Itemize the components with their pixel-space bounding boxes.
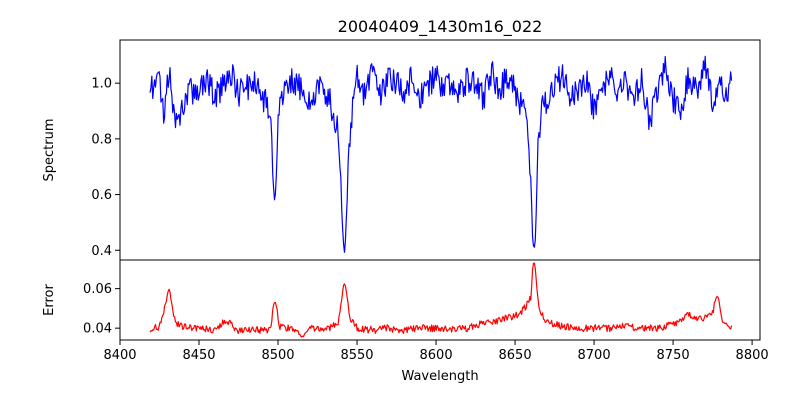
spectrum-y-tick-label: 0.8 (91, 132, 112, 147)
spectrum-y-tick-label: 1.0 (91, 77, 112, 92)
spectrum-y-tick-label: 0.4 (91, 244, 112, 259)
error-series-line (149, 262, 733, 338)
x-tick-label: 8500 (261, 348, 294, 363)
spectrum-y-ticks: 0.4 0.6 0.8 1.0 (91, 77, 120, 259)
spectrum-y-tick-label: 0.6 (91, 188, 112, 203)
spectrum-series-line (149, 55, 733, 253)
error-y-ticks: 0.04 0.06 (83, 282, 120, 337)
x-tick-label: 8800 (736, 348, 769, 363)
error-y-axis-label: Error (42, 284, 57, 316)
error-y-tick-label: 0.06 (83, 282, 112, 297)
x-axis-ticks: 8400 8450 8500 8550 8600 8650 8700 8750 8800 (103, 340, 769, 363)
x-tick-label: 8450 (182, 348, 215, 363)
chart-title: 20040409_1430m16_022 (338, 17, 543, 37)
spectrum-y-axis-label: Spectrum (42, 119, 57, 182)
error-plot-area (120, 260, 760, 340)
x-tick-label: 8750 (657, 348, 690, 363)
x-tick-label: 8650 (499, 348, 532, 363)
x-axis-label: Wavelength (401, 369, 478, 384)
x-tick-label: 8400 (103, 348, 136, 363)
error-panel: 0.04 0.06 Error (42, 259, 761, 341)
spectrum-panel: 0.4 0.6 0.8 1.0 Spectrum (42, 39, 761, 261)
x-tick-label: 8600 (420, 348, 453, 363)
error-y-tick-label: 0.04 (83, 322, 112, 337)
x-tick-label: 8550 (340, 348, 373, 363)
x-tick-label: 8700 (578, 348, 611, 363)
error-axes-frame (119, 259, 761, 341)
